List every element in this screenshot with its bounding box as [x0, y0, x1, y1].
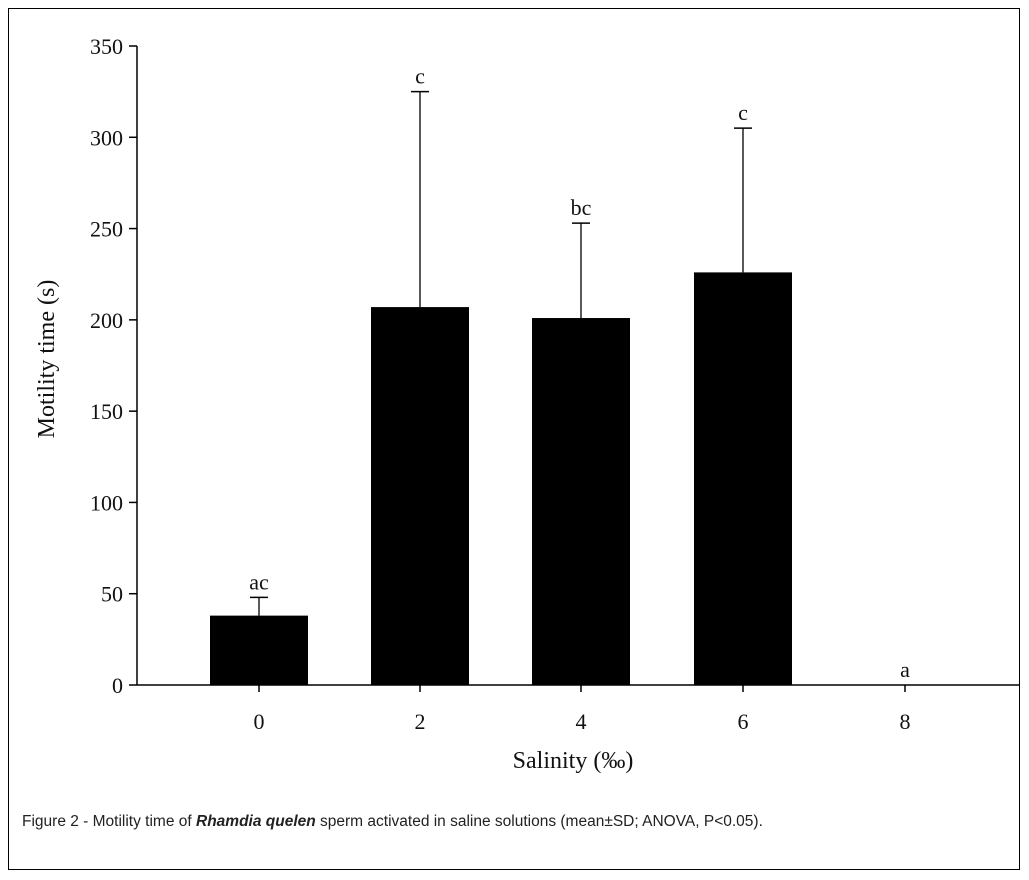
x-tick-label: 4 [576, 709, 587, 734]
bar-chart: 0 50 100 150 200 250 300 350 0 2 4 6 8 ac c bc c a Motili… [34, 34, 1019, 774]
y-tick-label: 0 [112, 673, 123, 698]
x-tick-label: 6 [738, 709, 749, 734]
caption-suffix: sperm activated in saline solutions (mea… [315, 813, 763, 830]
x-tick-label: 8 [900, 709, 911, 734]
plot-area: 0 50 100 150 200 250 300 350 0 2 4 6 8 ac c bc c a [90, 34, 1019, 734]
y-tick-label: 300 [90, 125, 123, 150]
caption-prefix: Figure 2 - Motility time of [22, 813, 196, 830]
bar [694, 272, 792, 685]
significance-label: c [415, 64, 425, 89]
figure-caption: Figure 2 - Motility time of Rhamdia quel… [22, 813, 1022, 831]
caption-species: Rhamdia quelen [196, 813, 316, 830]
x-axis-title: Salinity (‰) [513, 748, 634, 774]
bar [371, 307, 469, 685]
bar [210, 615, 308, 685]
y-tick-label: 200 [90, 308, 123, 333]
y-tick-label: 250 [90, 217, 123, 242]
y-tick-label: 50 [101, 582, 123, 607]
significance-label: a [900, 657, 910, 682]
x-tick-label: 2 [415, 709, 426, 734]
y-tick-label: 350 [90, 34, 123, 59]
y-tick-label: 150 [90, 399, 123, 424]
y-axis-title: Motility time (s) [34, 280, 60, 439]
significance-label: ac [249, 569, 269, 594]
figure-frame: 0 50 100 150 200 250 300 350 0 2 4 6 8 ac c bc c a Motili… [8, 8, 1020, 870]
significance-label: bc [571, 195, 592, 220]
bar [532, 318, 630, 685]
x-tick-label: 0 [254, 709, 265, 734]
significance-label: c [738, 100, 748, 125]
y-tick-label: 100 [90, 490, 123, 515]
